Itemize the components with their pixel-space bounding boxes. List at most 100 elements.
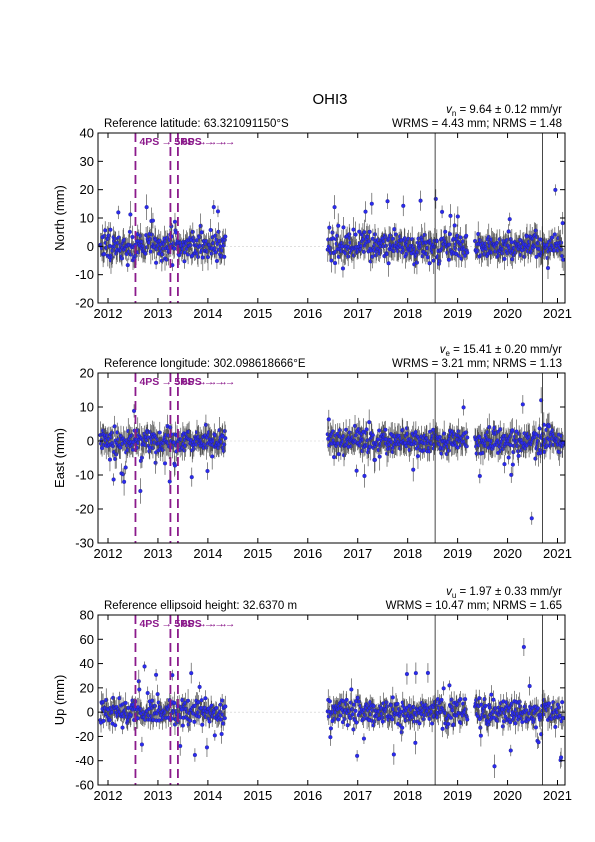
data-point xyxy=(223,436,228,441)
data-point xyxy=(561,716,565,721)
reference-text: Reference longitude: 302.098618666°E xyxy=(104,358,306,370)
data-point xyxy=(412,719,417,724)
data-point xyxy=(553,724,558,729)
data-point xyxy=(162,461,168,466)
data-point xyxy=(531,717,536,722)
data-point xyxy=(331,455,337,460)
data-point xyxy=(506,455,511,460)
x-tick-label: 2020 xyxy=(493,306,522,321)
data-point xyxy=(128,712,133,717)
y-axis-label: East (mm) xyxy=(52,428,67,488)
data-point xyxy=(465,717,470,722)
data-point xyxy=(205,468,210,474)
x-tick-label: 2015 xyxy=(243,546,272,561)
velocity-text: vu = 1.97 ± 0.33 mm/yr xyxy=(446,586,562,600)
velocity-text: vn = 9.64 ± 0.12 mm/yr xyxy=(446,104,562,118)
data-point xyxy=(357,229,362,234)
data-point xyxy=(351,227,356,232)
data-point xyxy=(370,433,375,438)
x-tick-label: 2013 xyxy=(143,788,172,803)
data-point xyxy=(362,473,367,479)
data-point xyxy=(422,713,427,718)
data-point xyxy=(527,684,532,689)
data-point xyxy=(508,720,513,725)
data-point xyxy=(203,696,208,701)
data-point xyxy=(446,448,451,453)
data-point xyxy=(362,230,367,235)
data-point xyxy=(128,212,133,217)
data-point xyxy=(159,258,164,263)
event-label-5ps: 5PS xyxy=(174,376,194,388)
data-point xyxy=(447,232,452,237)
data-point xyxy=(116,210,121,215)
data-point xyxy=(346,254,351,259)
data-point xyxy=(367,229,372,234)
data-point xyxy=(364,427,369,432)
data-point xyxy=(341,225,346,230)
data-point xyxy=(215,209,221,214)
panel-north: 4PS→→→5PS→→→6PS→→→-20-100102030402012201… xyxy=(52,104,572,321)
data-point xyxy=(422,232,427,237)
data-point xyxy=(182,259,187,264)
data-point xyxy=(200,255,205,260)
data-point xyxy=(111,477,116,482)
data-point xyxy=(127,229,132,234)
data-point xyxy=(192,719,197,724)
data-point xyxy=(222,254,227,259)
event-label-4ps: 4PS xyxy=(139,376,159,388)
data-point xyxy=(502,462,507,467)
data-point xyxy=(502,256,507,261)
plot-frame xyxy=(97,614,566,786)
event-arrow-icon: →→→ xyxy=(204,136,236,148)
data-point xyxy=(102,251,107,257)
x-tick-label: 2019 xyxy=(443,788,472,803)
data-point xyxy=(345,723,350,728)
x-tick-label: 2014 xyxy=(193,306,222,321)
data-point xyxy=(200,722,205,727)
x-tick-label: 2012 xyxy=(94,306,123,321)
x-tick-label: 2014 xyxy=(193,788,222,803)
data-point xyxy=(380,719,385,724)
data-point xyxy=(390,236,395,241)
x-tick-label: 2018 xyxy=(393,306,422,321)
data-point xyxy=(136,679,141,684)
x-tick-label: 2013 xyxy=(143,546,172,561)
data-point xyxy=(546,424,552,429)
data-point xyxy=(190,229,195,234)
data-point xyxy=(465,435,470,440)
data-point xyxy=(537,433,542,438)
data-point xyxy=(439,697,444,702)
data-point xyxy=(458,697,463,702)
data-point xyxy=(415,454,421,459)
data-point xyxy=(123,465,128,470)
data-point xyxy=(326,714,331,719)
data-point xyxy=(340,266,346,271)
data-point xyxy=(327,699,332,704)
data-point xyxy=(553,187,558,192)
data-point xyxy=(458,235,463,240)
reference-text: Reference ellipsoid height: 32.6370 m xyxy=(104,600,297,612)
x-tick-label: 2015 xyxy=(243,788,272,803)
data-point xyxy=(222,429,227,434)
data-point xyxy=(154,672,159,677)
data-point xyxy=(414,260,419,265)
x-tick-label: 2020 xyxy=(493,788,522,803)
data-point xyxy=(344,697,349,702)
y-tick-label: 0 xyxy=(87,239,94,254)
data-point xyxy=(101,718,106,723)
event-label-5ps: 5PS xyxy=(174,618,194,630)
data-point xyxy=(113,723,118,728)
data-point xyxy=(508,748,513,753)
data-point xyxy=(137,687,142,692)
data-point xyxy=(130,447,136,452)
data-point xyxy=(180,723,185,728)
data-point xyxy=(377,428,382,433)
data-point xyxy=(478,725,483,730)
data-point xyxy=(152,703,158,709)
y-tick-label: 20 xyxy=(80,680,94,695)
data-point xyxy=(367,420,372,425)
data-point xyxy=(138,488,143,494)
data-point xyxy=(433,196,438,201)
x-tick-label: 2016 xyxy=(293,546,322,561)
